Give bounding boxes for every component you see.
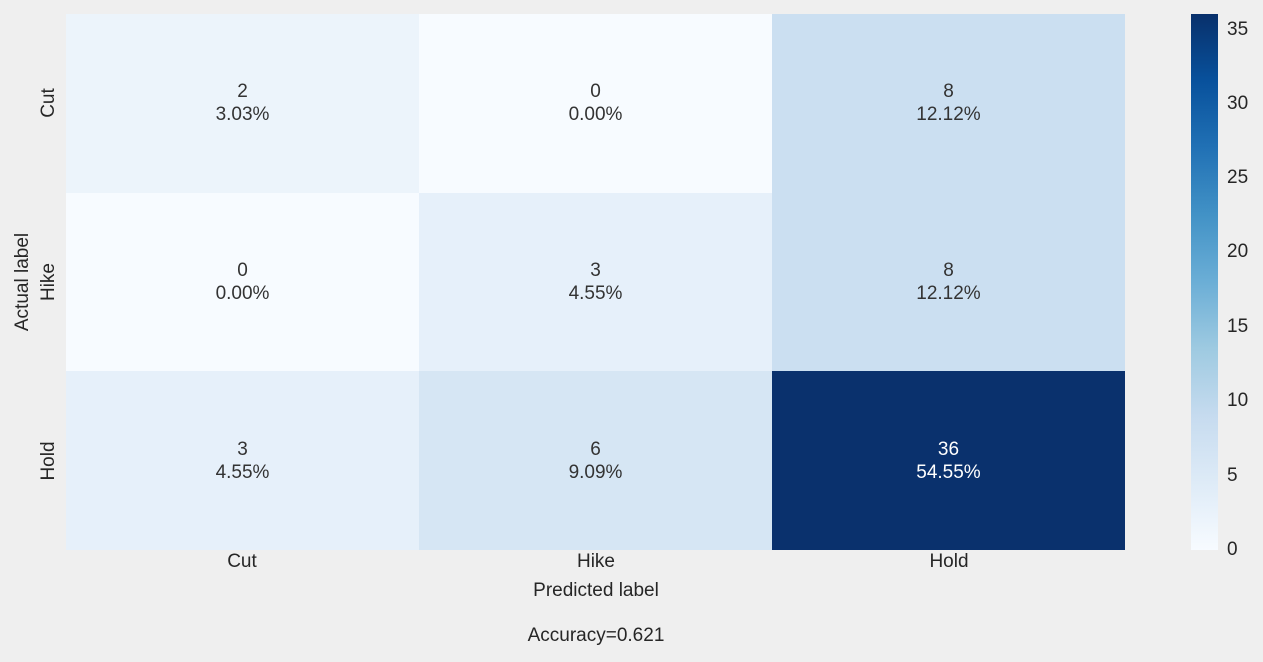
heatmap-cell-hike-cut: 0 0.00% [66,192,419,372]
heatmap-cell-cut-hike: 0 0.00% [419,14,772,193]
colorbar-tick-35: 35 [1227,19,1249,40]
cell-percent: 4.55% [215,461,270,483]
heatmap-cell-cut-cut: 2 3.03% [66,14,419,193]
cell-count: 0 [237,259,248,281]
heatmap-cell-cut-hold: 8 12.12% [772,14,1125,193]
x-tick-cut: Cut [227,551,257,572]
heatmap-cell-hold-hold: 36 54.55% [772,371,1125,550]
y-axis-title: Actual label [12,232,33,332]
heatmap-cell-hold-cut: 3 4.55% [66,371,419,550]
heatmap-grid: 2 3.03% 0 0.00% 8 12.12% 0 0.00% 3 4.55%… [66,14,1125,550]
cell-percent: 12.12% [916,104,981,126]
cell-count: 2 [237,81,248,103]
x-axis-title: Predicted label [533,580,659,601]
cell-percent: 12.12% [916,282,981,304]
cell-percent: 4.55% [568,282,623,304]
cell-count: 8 [943,81,954,103]
colorbar-tick-30: 30 [1227,93,1249,114]
heatmap-cell-hike-hold: 8 12.12% [772,192,1125,372]
cell-percent: 54.55% [916,461,981,483]
heatmap-cell-hold-hike: 6 9.09% [419,371,772,550]
colorbar-tick-10: 10 [1227,390,1249,411]
cell-percent: 9.09% [568,461,623,483]
accuracy-note: Accuracy=0.621 [527,625,665,646]
cell-count: 3 [590,259,601,281]
x-tick-hike: Hike [576,551,616,572]
cell-percent: 0.00% [215,282,270,304]
x-tick-hold: Hold [929,551,969,572]
cell-count: 6 [590,438,601,460]
colorbar-tick-25: 25 [1227,167,1249,188]
cell-count: 36 [937,438,960,460]
cell-count: 0 [590,81,601,103]
cell-percent: 3.03% [215,104,270,126]
y-tick-cut: Cut [38,88,59,118]
cell-percent: 0.00% [568,104,623,126]
colorbar-tick-20: 20 [1227,241,1249,262]
colorbar-tick-15: 15 [1227,316,1249,337]
colorbar-tick-0: 0 [1227,539,1238,560]
colorbar-tick-5: 5 [1227,465,1238,486]
cell-count: 8 [943,259,954,281]
colorbar-gradient [1191,14,1218,550]
y-tick-hike: Hike [38,262,59,302]
cell-count: 3 [237,438,248,460]
heatmap-cell-hike-hike: 3 4.55% [419,192,772,372]
y-tick-hold: Hold [38,441,59,481]
